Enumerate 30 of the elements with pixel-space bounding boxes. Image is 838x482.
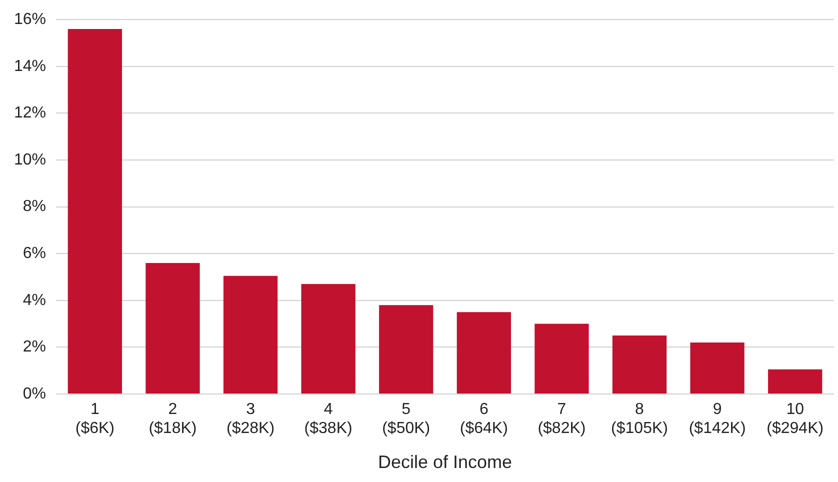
bar [146,262,200,394]
x-tick-label: 4 ($38K) [304,401,352,438]
x-tick-label: 8 ($105K) [611,401,668,438]
x-tick-label: 5 ($50K) [382,401,430,438]
y-tick-label: 0% [22,385,46,402]
bar [690,342,744,394]
x-tick-label: 10 ($294K) [766,401,824,438]
bar [534,324,589,394]
y-tick-label: 8% [22,198,46,216]
bar [612,336,667,394]
y-tick-label: 2% [22,338,46,356]
y-tick-label: 4% [22,292,46,309]
bar [379,305,434,394]
y-tick-label: 14% [14,58,46,75]
y-tick-label: 12% [14,104,46,122]
bar [301,284,356,394]
x-tick-label: 2 ($18K) [148,401,197,438]
y-tick-label: 6% [22,245,46,262]
x-tick-label: 6 ($64K) [460,401,508,438]
y-tick-label: 16% [14,11,46,28]
bar [768,369,822,394]
y-tick-label: 10% [14,151,46,168]
x-tick-label: 7 ($82K) [538,401,586,438]
x-axis-title: Decile of Income [378,452,512,472]
x-tick-label: 3 ($28K) [226,401,275,438]
bar [456,312,511,394]
x-tick-label: 9 ($142K) [688,401,746,438]
bar [68,28,122,394]
x-tick-label: 1 ($6K) [75,401,114,438]
bar [223,276,278,394]
